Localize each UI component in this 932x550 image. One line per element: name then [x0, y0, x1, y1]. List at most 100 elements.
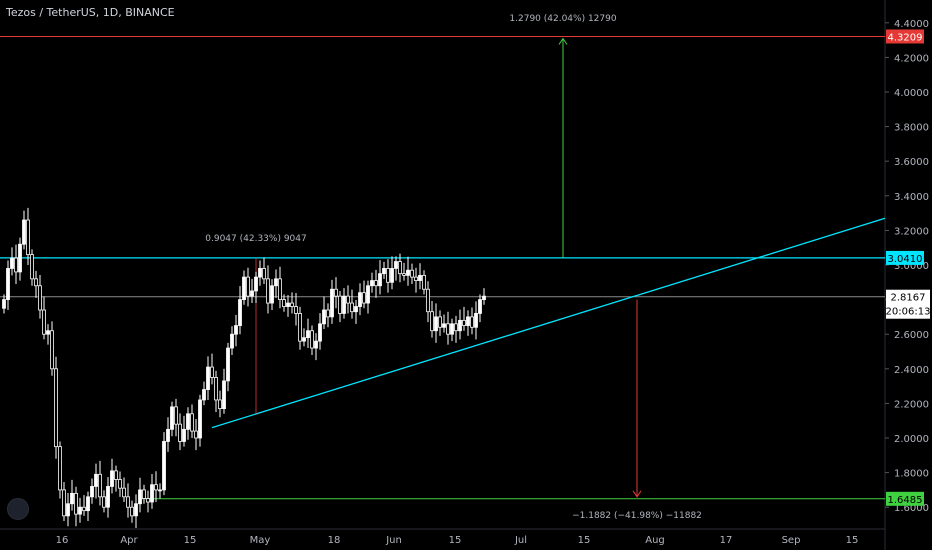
candle-body: [58, 446, 62, 491]
y-tick-label: 4.4000: [894, 19, 929, 30]
candle-body: [426, 288, 430, 313]
candle-body: [6, 268, 10, 300]
candle-body: [250, 290, 254, 297]
candle-body: [82, 506, 86, 512]
candle-body: [70, 492, 74, 505]
candle-body: [142, 489, 146, 499]
candle-body: [306, 330, 310, 339]
candle-body: [106, 486, 110, 508]
y-tick-label: 3.6000: [894, 157, 929, 168]
price-label-box: [886, 250, 924, 265]
candle-body: [150, 484, 154, 503]
candle-body: [346, 295, 350, 304]
annotation-target-down: −1.1882 (−41.98%) −11882: [572, 511, 702, 521]
candle-body: [182, 428, 186, 442]
y-tick-label: 3.0000: [894, 261, 929, 272]
candle-body: [42, 309, 46, 335]
candle-body: [214, 377, 218, 401]
candle-body: [190, 413, 194, 432]
candle-body: [358, 292, 362, 307]
candle-body: [386, 268, 390, 283]
candle-body: [442, 323, 446, 328]
x-tick-label: 16: [56, 535, 69, 546]
candle-body: [462, 319, 466, 326]
candle-body: [410, 269, 414, 278]
candle-body: [262, 268, 266, 280]
candle-body: [78, 506, 82, 515]
support-trend-line: [211, 217, 886, 429]
current-price-label: 2.8167: [891, 293, 926, 304]
candle-body: [46, 330, 50, 335]
y-tick-label: 1.8000: [894, 469, 929, 480]
candle-body: [418, 274, 422, 281]
candle-body: [370, 280, 374, 287]
candle-body: [362, 292, 366, 304]
target-down-arrowhead: [632, 490, 642, 498]
candle-body: [474, 313, 478, 328]
candle-body: [454, 323, 458, 332]
y-tick-label: 4.2000: [894, 53, 929, 64]
x-tick-label: 15: [578, 535, 591, 546]
y-tick-label: 4.0000: [894, 88, 929, 99]
candle-body: [2, 299, 6, 309]
candle-body: [118, 479, 122, 489]
y-tick-label: 2.6000: [894, 330, 929, 341]
candle-body: [374, 280, 378, 287]
candle-body: [90, 486, 94, 498]
y-tick-label: 2.0000: [894, 434, 929, 445]
candle-body: [422, 274, 426, 290]
candle-body: [138, 489, 142, 505]
price-label-text: 1.6485: [888, 495, 923, 506]
x-tick-label: 17: [720, 535, 733, 546]
x-tick-label: 15: [846, 535, 859, 546]
current-price-box: [886, 289, 930, 319]
x-tick-label: 18: [328, 535, 341, 546]
candle-body: [242, 276, 246, 300]
candle-body: [94, 473, 98, 487]
candle-body: [298, 313, 302, 342]
candle-body: [206, 366, 210, 390]
target-up-arrowhead: [558, 37, 568, 45]
candle-body: [54, 368, 58, 448]
candle-body: [194, 430, 198, 439]
x-tick-label: Sep: [782, 535, 801, 546]
tradingview-logo-icon[interactable]: [7, 498, 29, 520]
candle-body: [330, 288, 334, 318]
candle-body: [338, 295, 342, 314]
candle-body: [270, 285, 274, 304]
candle-body: [162, 441, 166, 491]
candle-body: [258, 268, 262, 278]
candle-body: [438, 316, 442, 328]
y-tick-label: 1.6000: [894, 503, 929, 514]
candle-body: [66, 503, 70, 517]
candle-body: [210, 366, 214, 378]
candle-body: [450, 323, 454, 335]
price-label-box: [886, 491, 924, 506]
candle-body: [434, 316, 438, 332]
candle-body: [458, 319, 462, 332]
y-tick-label: 3.2000: [894, 226, 929, 237]
candle-body: [174, 406, 178, 425]
candle-body: [342, 295, 346, 314]
candle-body: [350, 302, 354, 313]
candle-body: [18, 243, 22, 273]
candle-body: [74, 492, 78, 515]
candle-body: [378, 273, 382, 287]
candle-body: [402, 273, 406, 276]
candle-body: [198, 399, 202, 439]
candle-body: [34, 278, 38, 287]
candle-body: [14, 257, 18, 273]
candle-body: [38, 285, 42, 311]
candle-body: [310, 330, 314, 349]
candle-body: [394, 261, 398, 269]
candle-body: [278, 278, 282, 300]
candle-body: [126, 496, 130, 508]
candle-body: [414, 276, 418, 281]
x-tick-label: May: [250, 535, 271, 546]
candle-body: [110, 470, 114, 487]
candle-body: [254, 276, 258, 292]
candle-body: [154, 484, 158, 491]
candle-body: [222, 380, 226, 409]
candle-body: [326, 309, 330, 318]
